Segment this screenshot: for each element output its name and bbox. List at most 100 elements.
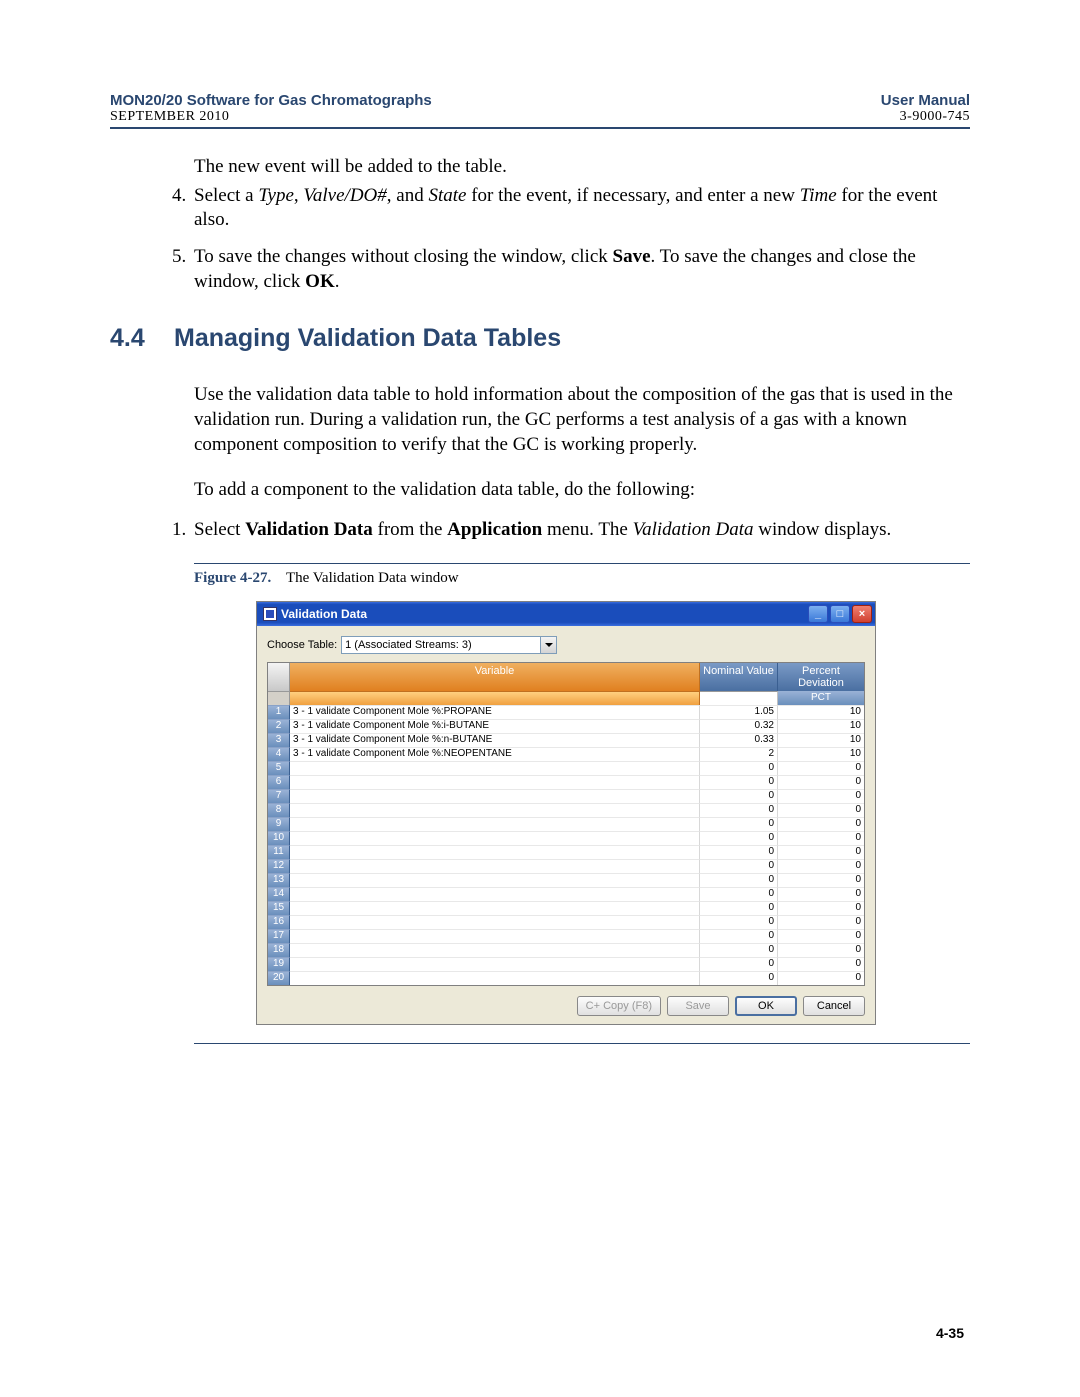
cell-nominal[interactable]: 1.05 <box>700 705 778 719</box>
cancel-button[interactable]: Cancel <box>803 996 865 1016</box>
cell-pct[interactable]: 10 <box>778 747 864 761</box>
col-pct-sub: PCT <box>778 691 864 705</box>
col-nominal[interactable]: Nominal Value <box>700 663 778 691</box>
cell-nominal[interactable]: 0 <box>700 971 778 985</box>
cell-nominal[interactable]: 0 <box>700 845 778 859</box>
cell-nominal[interactable]: 0 <box>700 887 778 901</box>
cell-variable[interactable] <box>290 803 700 817</box>
cell-variable[interactable] <box>290 943 700 957</box>
cell-nominal[interactable]: 0 <box>700 803 778 817</box>
cell-pct[interactable]: 0 <box>778 761 864 775</box>
cell-variable[interactable] <box>290 887 700 901</box>
cell-pct[interactable]: 10 <box>778 719 864 733</box>
cell-pct[interactable]: 0 <box>778 873 864 887</box>
copy-button[interactable]: C+ Copy (F8) <box>577 996 661 1016</box>
cell-nominal[interactable]: 0 <box>700 929 778 943</box>
cell-variable[interactable]: 3 - 1 validate Component Mole %:n-BUTANE <box>290 733 700 747</box>
cell-variable[interactable] <box>290 929 700 943</box>
maximize-button[interactable]: □ <box>830 605 850 623</box>
cell-variable[interactable] <box>290 873 700 887</box>
cell-pct[interactable]: 0 <box>778 845 864 859</box>
table-row[interactable]: 600 <box>268 775 864 789</box>
close-button[interactable]: × <box>852 605 872 623</box>
cell-variable[interactable] <box>290 761 700 775</box>
window-titlebar[interactable]: Validation Data _ □ × <box>257 602 875 626</box>
row-number: 16 <box>268 915 290 929</box>
cell-variable[interactable] <box>290 957 700 971</box>
cell-nominal[interactable]: 0 <box>700 957 778 971</box>
cell-nominal[interactable]: 0 <box>700 915 778 929</box>
list-item: 5.To save the changes without closing th… <box>194 245 970 294</box>
cell-pct[interactable]: 0 <box>778 887 864 901</box>
cell-variable[interactable] <box>290 971 700 985</box>
table-row[interactable]: 1100 <box>268 845 864 859</box>
table-row[interactable]: 700 <box>268 789 864 803</box>
cell-pct[interactable]: 0 <box>778 859 864 873</box>
table-row[interactable]: 1400 <box>268 887 864 901</box>
table-row[interactable]: 1500 <box>268 901 864 915</box>
table-row[interactable]: 1800 <box>268 943 864 957</box>
row-number: 3 <box>268 733 290 747</box>
table-row[interactable]: 1900 <box>268 957 864 971</box>
cell-nominal[interactable]: 2 <box>700 747 778 761</box>
cell-pct[interactable]: 0 <box>778 789 864 803</box>
table-row[interactable]: 800 <box>268 803 864 817</box>
cell-nominal[interactable]: 0 <box>700 831 778 845</box>
cell-pct[interactable]: 0 <box>778 971 864 985</box>
cell-pct[interactable]: 0 <box>778 929 864 943</box>
table-row[interactable]: 1600 <box>268 915 864 929</box>
cell-nominal[interactable]: 0 <box>700 817 778 831</box>
cell-pct[interactable]: 10 <box>778 733 864 747</box>
table-row[interactable]: 23 - 1 validate Component Mole %:i-BUTAN… <box>268 719 864 733</box>
cell-variable[interactable] <box>290 831 700 845</box>
cell-pct[interactable]: 0 <box>778 957 864 971</box>
table-row[interactable]: 43 - 1 validate Component Mole %:NEOPENT… <box>268 747 864 761</box>
table-row[interactable]: 1300 <box>268 873 864 887</box>
figure-caption: Figure 4-27. The Validation Data window <box>194 570 970 587</box>
table-row[interactable]: 2000 <box>268 971 864 985</box>
cell-variable[interactable] <box>290 789 700 803</box>
cell-pct[interactable]: 0 <box>778 817 864 831</box>
cell-nominal[interactable]: 0 <box>700 789 778 803</box>
cell-variable[interactable]: 3 - 1 validate Component Mole %:i-BUTANE <box>290 719 700 733</box>
cell-nominal[interactable]: 0 <box>700 943 778 957</box>
cell-variable[interactable] <box>290 845 700 859</box>
cell-pct[interactable]: 10 <box>778 705 864 719</box>
ok-button[interactable]: OK <box>735 996 797 1016</box>
row-number: 19 <box>268 957 290 971</box>
cell-nominal[interactable]: 0.33 <box>700 733 778 747</box>
cell-variable[interactable]: 3 - 1 validate Component Mole %:PROPANE <box>290 705 700 719</box>
row-number: 1 <box>268 705 290 719</box>
validation-grid[interactable]: Variable Nominal Value Percent Deviation… <box>267 662 865 986</box>
col-percent-deviation[interactable]: Percent Deviation <box>778 663 864 691</box>
cell-variable[interactable] <box>290 901 700 915</box>
cell-pct[interactable]: 0 <box>778 831 864 845</box>
table-row[interactable]: 1200 <box>268 859 864 873</box>
table-row[interactable]: 33 - 1 validate Component Mole %:n-BUTAN… <box>268 733 864 747</box>
cell-nominal[interactable]: 0 <box>700 859 778 873</box>
cell-variable[interactable] <box>290 915 700 929</box>
cell-nominal[interactable]: 0 <box>700 761 778 775</box>
cell-pct[interactable]: 0 <box>778 943 864 957</box>
col-variable[interactable]: Variable <box>290 663 700 691</box>
cell-variable[interactable] <box>290 817 700 831</box>
table-row[interactable]: 13 - 1 validate Component Mole %:PROPANE… <box>268 705 864 719</box>
cell-pct[interactable]: 0 <box>778 901 864 915</box>
table-row[interactable]: 1000 <box>268 831 864 845</box>
table-row[interactable]: 500 <box>268 761 864 775</box>
minimize-button[interactable]: _ <box>808 605 828 623</box>
cell-nominal[interactable]: 0 <box>700 775 778 789</box>
cell-pct[interactable]: 0 <box>778 775 864 789</box>
save-button[interactable]: Save <box>667 996 729 1016</box>
table-row[interactable]: 1700 <box>268 929 864 943</box>
cell-nominal[interactable]: 0.32 <box>700 719 778 733</box>
cell-variable[interactable] <box>290 859 700 873</box>
cell-nominal[interactable]: 0 <box>700 873 778 887</box>
cell-nominal[interactable]: 0 <box>700 901 778 915</box>
cell-pct[interactable]: 0 <box>778 803 864 817</box>
cell-variable[interactable] <box>290 775 700 789</box>
cell-variable[interactable]: 3 - 1 validate Component Mole %:NEOPENTA… <box>290 747 700 761</box>
choose-table-select[interactable]: 1 (Associated Streams: 3) <box>341 636 557 654</box>
cell-pct[interactable]: 0 <box>778 915 864 929</box>
table-row[interactable]: 900 <box>268 817 864 831</box>
